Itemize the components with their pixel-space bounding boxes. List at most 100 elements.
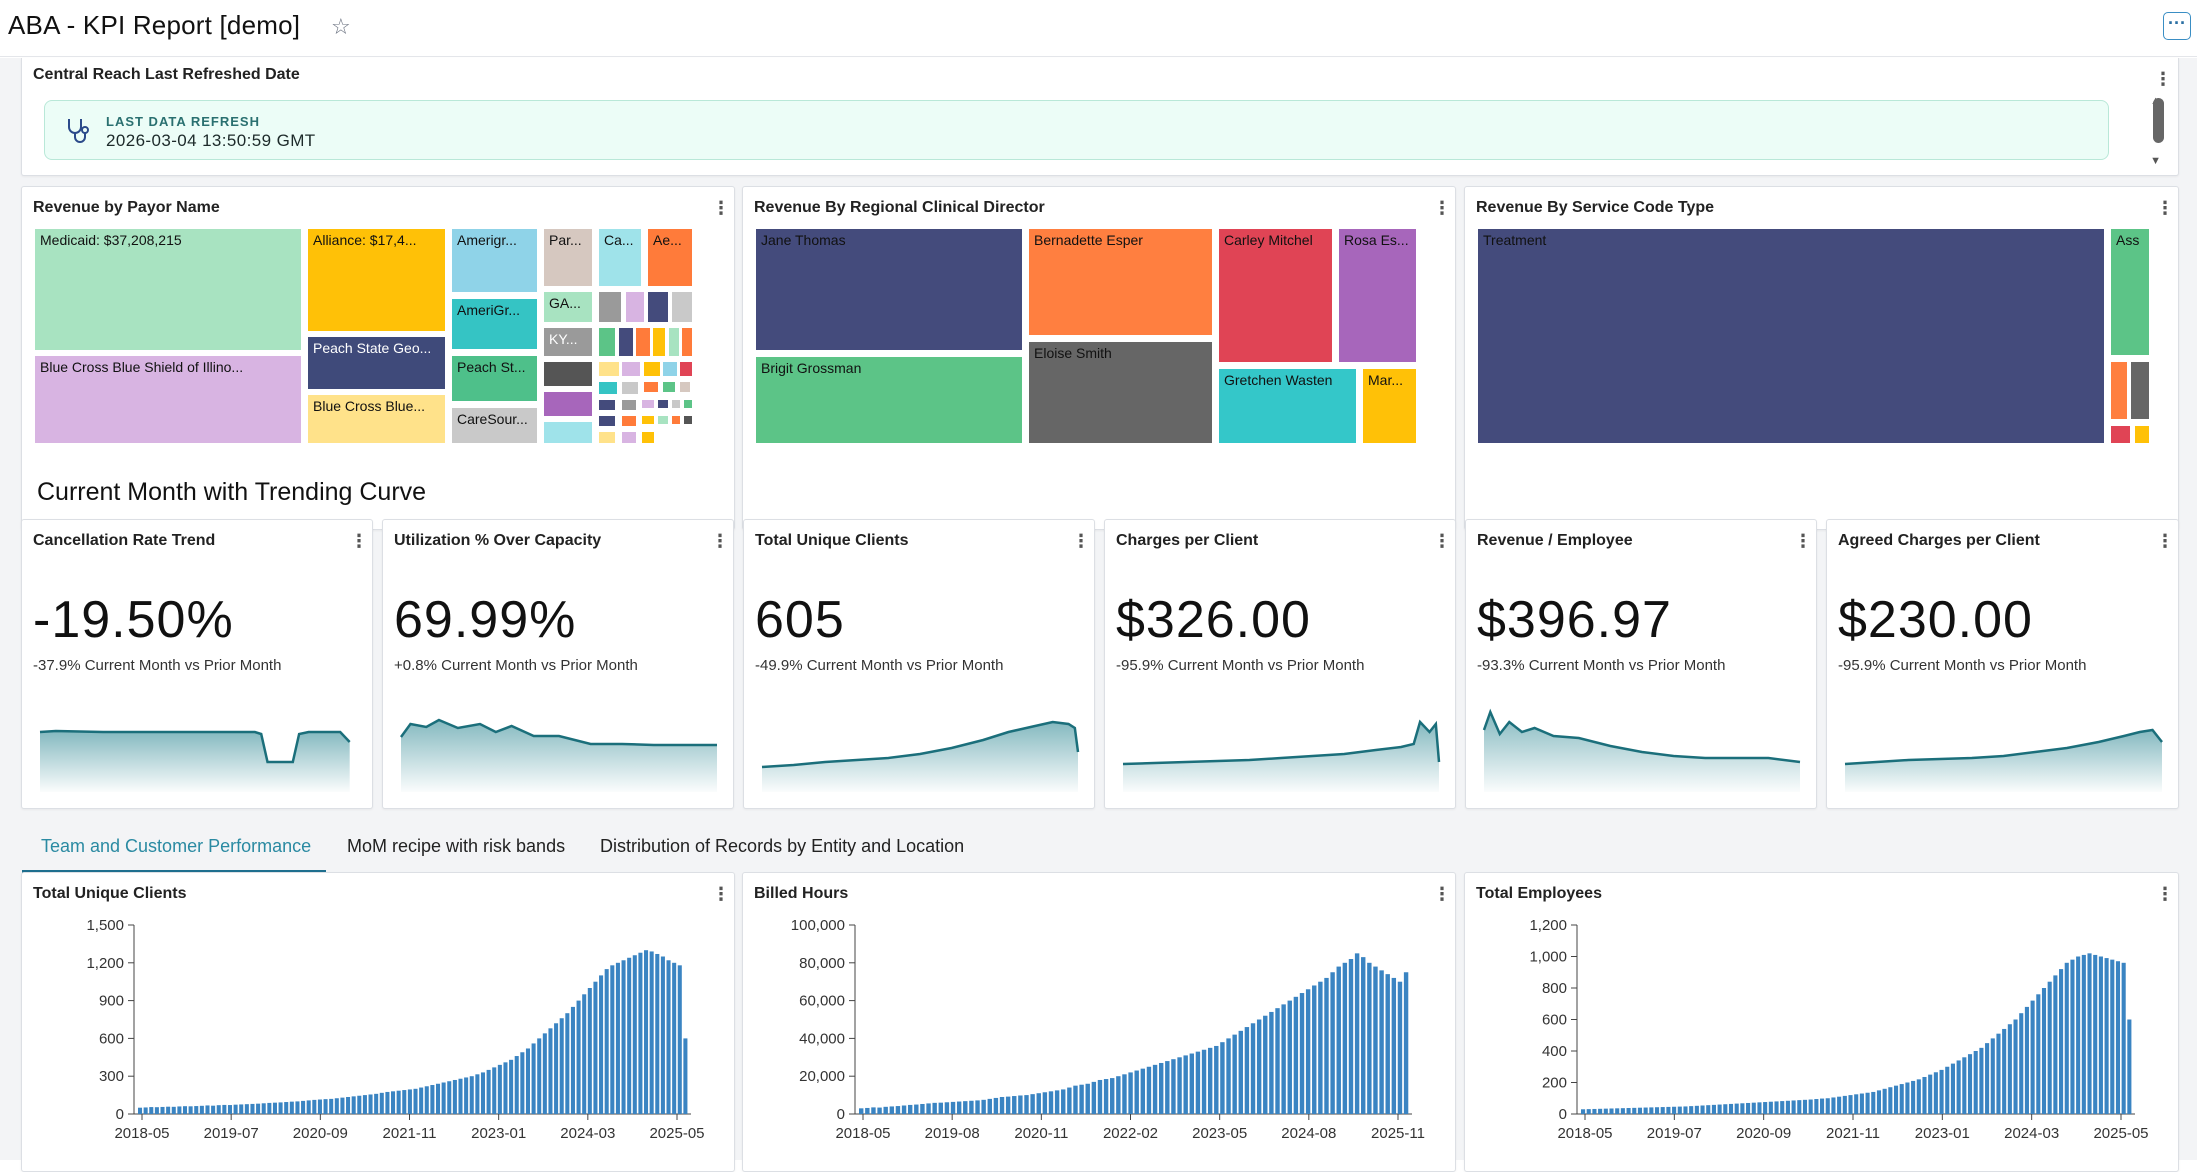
bar[interactable] (272, 1102, 277, 1114)
bar[interactable] (475, 1074, 480, 1114)
bar[interactable] (1768, 1101, 1773, 1114)
bar[interactable] (317, 1099, 322, 1114)
bar[interactable] (171, 1106, 176, 1114)
bar[interactable] (2076, 956, 2081, 1115)
bar[interactable] (1330, 972, 1335, 1114)
bar[interactable] (1672, 1106, 1677, 1114)
bar[interactable] (1865, 1092, 1870, 1114)
bar[interactable] (969, 1100, 974, 1114)
bar[interactable] (1061, 1089, 1066, 1114)
bar[interactable] (655, 953, 660, 1114)
scrollbar-thumb[interactable] (2153, 98, 2164, 143)
bar[interactable] (2104, 958, 2109, 1114)
bar[interactable] (2007, 1024, 2012, 1114)
bar[interactable] (649, 951, 654, 1114)
bar[interactable] (1723, 1104, 1728, 1114)
bar[interactable] (261, 1103, 266, 1114)
bar[interactable] (1620, 1108, 1625, 1114)
bar[interactable] (1171, 1059, 1176, 1114)
treemap-tile[interactable] (622, 400, 636, 410)
bar[interactable] (396, 1090, 401, 1114)
kebab-menu-icon[interactable]: ⋮ (1072, 531, 1090, 551)
bar[interactable] (963, 1101, 968, 1114)
bar[interactable] (362, 1095, 367, 1114)
bar[interactable] (1899, 1084, 1904, 1114)
bar[interactable] (1336, 966, 1341, 1114)
bar[interactable] (1746, 1102, 1751, 1114)
bar[interactable] (1214, 1045, 1219, 1114)
bar[interactable] (632, 955, 637, 1114)
bar[interactable] (901, 1105, 907, 1114)
treemap-tile[interactable] (644, 362, 660, 376)
treemap-tile[interactable]: Treatment (1478, 229, 2104, 443)
bar[interactable] (233, 1104, 238, 1114)
bar[interactable] (486, 1069, 491, 1114)
bar[interactable] (2036, 994, 2041, 1114)
bar[interactable] (1985, 1043, 1990, 1114)
bar[interactable] (346, 1096, 351, 1114)
bar[interactable] (413, 1088, 418, 1114)
bar[interactable] (2115, 961, 2121, 1114)
bar[interactable] (385, 1091, 390, 1114)
bar[interactable] (1837, 1096, 1842, 1114)
bar[interactable] (1939, 1069, 1944, 1114)
bar[interactable] (391, 1091, 396, 1114)
tab-team-customer-performance[interactable]: Team and Customer Performance (41, 836, 312, 856)
treemap-tile[interactable]: Ae... (648, 229, 692, 286)
bar[interactable] (1711, 1104, 1716, 1114)
bar[interactable] (435, 1083, 441, 1114)
bar[interactable] (576, 1000, 581, 1114)
bar[interactable] (1128, 1072, 1133, 1114)
treemap-tile[interactable]: Rosa Es... (1339, 229, 1416, 362)
bar[interactable] (1683, 1106, 1688, 1114)
bar[interactable] (1916, 1079, 1921, 1114)
bar[interactable] (1973, 1051, 1978, 1114)
bar[interactable] (895, 1106, 901, 1114)
bar[interactable] (1797, 1100, 1802, 1114)
bar[interactable] (1871, 1091, 1876, 1114)
bar[interactable] (1956, 1060, 1961, 1114)
kebab-menu-icon[interactable]: ⋮ (1433, 884, 1451, 904)
bar[interactable] (1140, 1068, 1146, 1114)
bar[interactable] (1110, 1078, 1115, 1114)
bar[interactable] (216, 1105, 221, 1114)
treemap-tile[interactable]: Ass (2111, 229, 2149, 355)
bar[interactable] (1967, 1054, 1973, 1114)
bar[interactable] (1385, 974, 1390, 1114)
bar[interactable] (666, 960, 671, 1114)
bar[interactable] (340, 1097, 345, 1114)
treemap-tile[interactable] (684, 416, 692, 424)
bar[interactable] (1706, 1105, 1711, 1114)
bar[interactable] (1367, 962, 1372, 1114)
treemap-tile[interactable] (663, 362, 677, 376)
bar[interactable] (644, 950, 649, 1114)
bar[interactable] (1740, 1103, 1745, 1114)
bar[interactable] (542, 1033, 547, 1114)
bar[interactable] (1238, 1030, 1243, 1114)
bar[interactable] (177, 1106, 182, 1114)
bar[interactable] (1189, 1053, 1195, 1114)
bar[interactable] (621, 960, 626, 1114)
treemap-tile[interactable] (672, 416, 680, 424)
bar[interactable] (593, 981, 598, 1114)
bar[interactable] (1067, 1087, 1072, 1114)
bar[interactable] (1226, 1038, 1231, 1114)
treemap-tile[interactable]: Brigit Grossman (756, 357, 1022, 443)
bar[interactable] (154, 1107, 159, 1114)
bar[interactable] (2030, 1000, 2035, 1114)
bar[interactable] (351, 1096, 356, 1114)
bar[interactable] (587, 988, 592, 1114)
bar[interactable] (1361, 957, 1366, 1114)
bar[interactable] (1780, 1101, 1785, 1114)
treemap-tile[interactable] (642, 416, 654, 424)
bar[interactable] (1928, 1074, 1933, 1114)
treemap-tile[interactable] (680, 382, 690, 392)
bar[interactable] (1876, 1090, 1882, 1114)
treemap-tile[interactable]: GA... (544, 292, 592, 322)
bar[interactable] (677, 965, 682, 1114)
bar[interactable] (1848, 1095, 1853, 1114)
bar[interactable] (1091, 1081, 1097, 1114)
bar[interactable] (1637, 1107, 1643, 1114)
bar[interactable] (1814, 1099, 1819, 1114)
treemap-tile[interactable] (642, 400, 654, 408)
